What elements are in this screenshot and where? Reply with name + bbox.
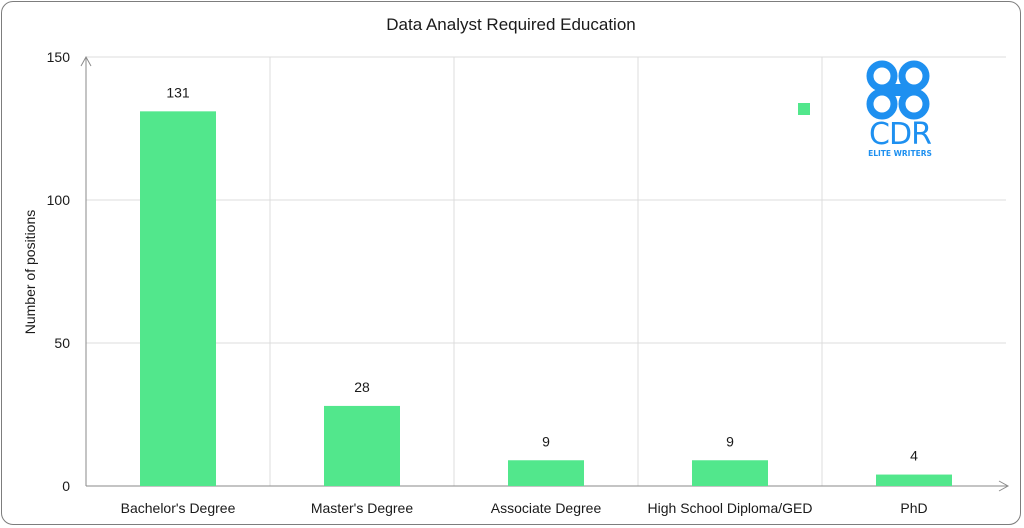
x-tick-label: Bachelor's Degree [121,500,236,516]
logo-subtext: ELITE WRITERS [868,149,932,158]
bar [324,405,400,486]
cdr-logo: CDR ELITE WRITERS [866,60,932,158]
y-tick-label: 50 [54,335,70,351]
x-tick-label: High School Diploma/GED [648,500,813,516]
data-label: 131 [166,84,190,100]
category-labels: Bachelor's Degree Master's Degree Associat… [121,500,928,516]
legend-swatch [798,103,810,115]
data-labels: 131 28 9 9 4 [166,84,918,463]
x-tick-label: Master's Degree [311,500,413,516]
y-axis-label: Number of positions [22,210,38,335]
y-tick-label: 0 [62,478,70,494]
y-axis-arrow [80,55,92,67]
x-tick-label: PhD [900,500,927,516]
x-tick-label: Associate Degree [491,500,602,516]
x-axis-arrow [998,480,1010,492]
logo-text: CDR [869,117,931,152]
bars [140,111,952,486]
grid-lines [86,56,1006,486]
y-tick-label: 100 [47,192,71,208]
data-label: 9 [726,433,734,449]
bar [692,460,768,486]
data-label: 9 [542,433,550,449]
data-label: 4 [910,448,918,464]
data-label: 28 [354,379,370,395]
bar [508,460,584,486]
bar [876,474,952,486]
y-tick-labels: 0 50 100 150 [47,49,71,494]
bar [140,111,216,486]
y-tick-label: 150 [47,49,71,65]
chart-title: Data Analyst Required Education [386,15,636,34]
